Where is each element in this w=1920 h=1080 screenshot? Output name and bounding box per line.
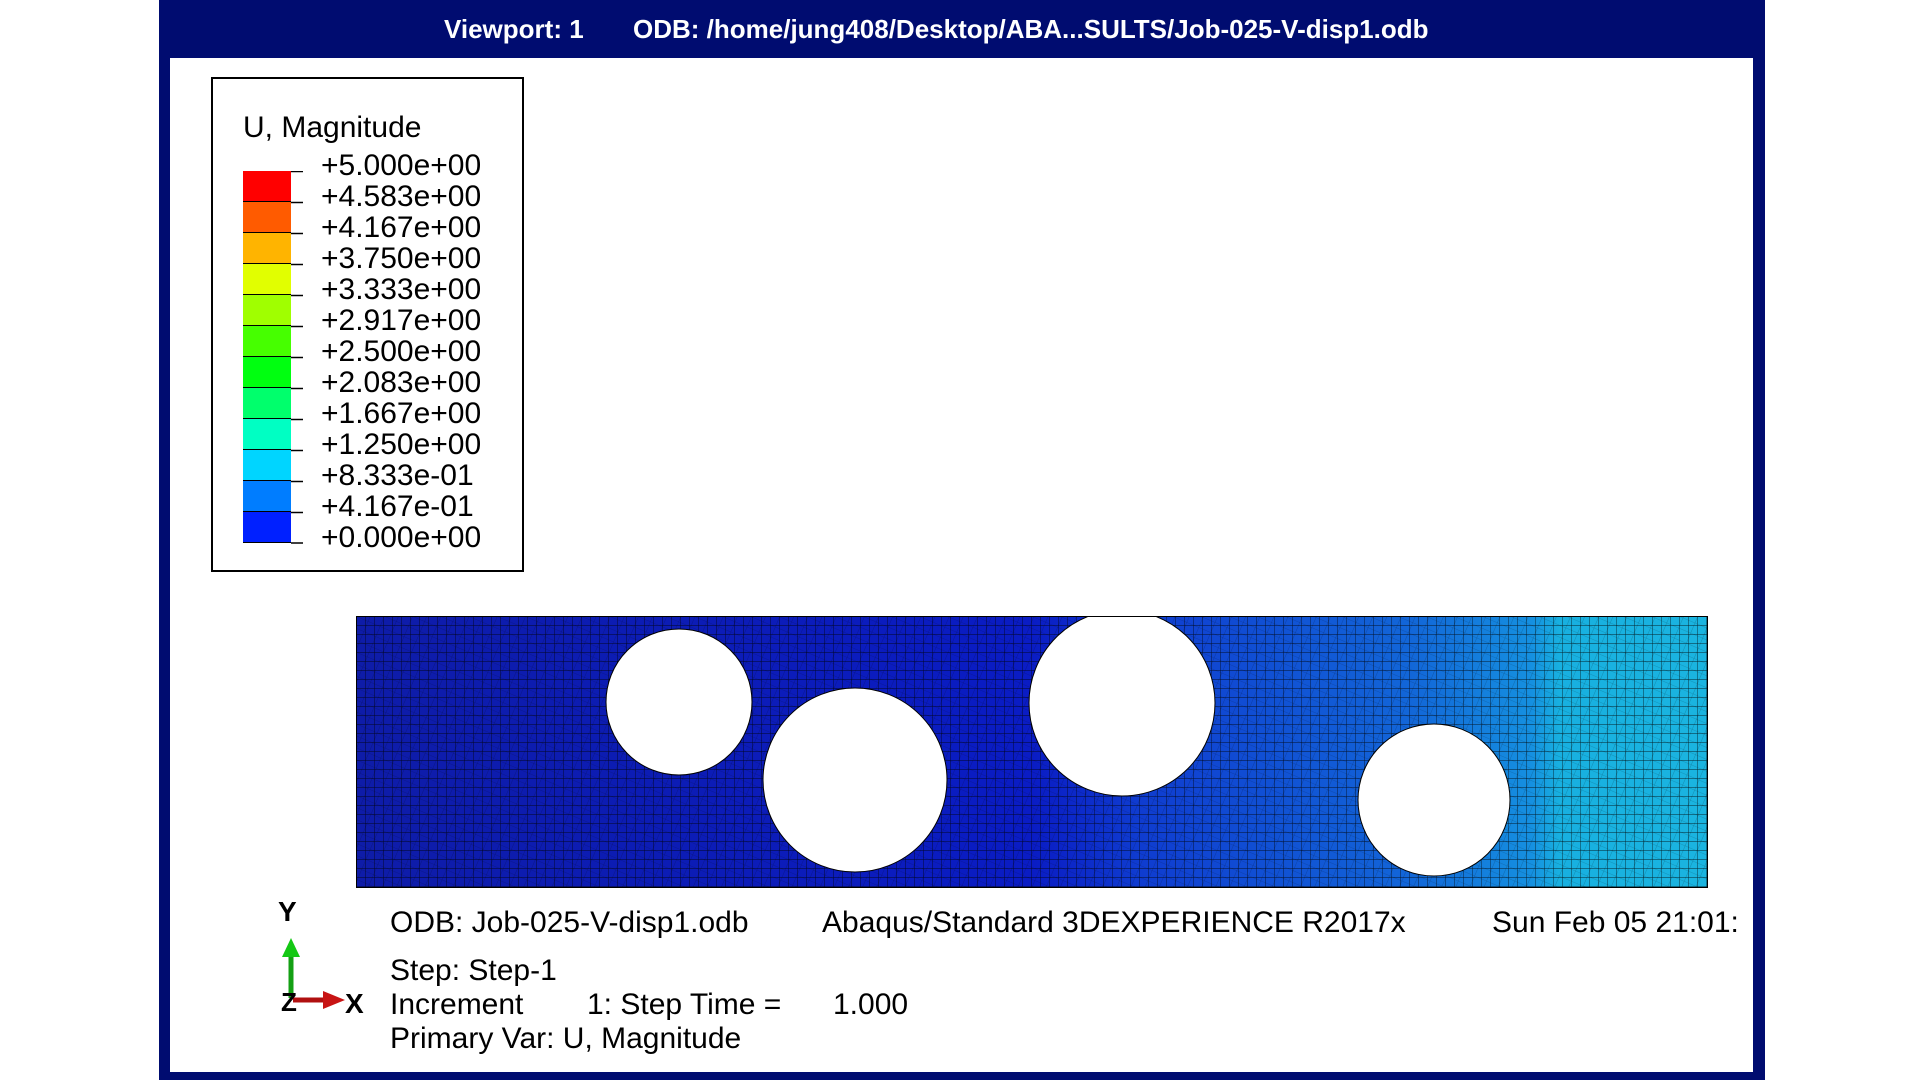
legend-swatch [243, 357, 291, 388]
legend-label: +2.917e+00 [321, 304, 482, 337]
viewport-canvas[interactable]: U, Magnitude +5.000e+00 +4.583e+00 +4.167e… [170, 58, 1753, 1072]
legend-swatch [243, 233, 291, 264]
viewport-titlebar[interactable]: Viewport: 1 ODB: /home/jung408/Desktop/A… [159, 0, 1765, 58]
legend-swatch [243, 295, 291, 326]
hole-2 [762, 687, 948, 873]
legend-label: +8.333e-01 [321, 459, 474, 492]
mesh-border [356, 616, 1708, 888]
legend-ticks [291, 171, 303, 544]
legend-label: +4.583e+00 [321, 180, 482, 213]
triad-y-label: Y [278, 896, 297, 927]
legend-swatch [243, 264, 291, 295]
info-date: Sun Feb 05 21:01: [1492, 906, 1739, 939]
hole-4 [1357, 723, 1511, 877]
mesh-plot[interactable] [356, 616, 1708, 888]
mesh-grid-secondary [356, 616, 1708, 888]
info-increment-label: Increment [390, 988, 524, 1021]
legend-label: +3.333e+00 [321, 273, 482, 306]
legend-label: +4.167e+00 [321, 211, 482, 244]
legend-label: +3.750e+00 [321, 242, 482, 275]
info-odb: ODB: Job-025-V-disp1.odb [390, 906, 749, 939]
legend-swatch [243, 450, 291, 481]
info-step-time: 1.000 [833, 988, 909, 1021]
triad-y-arrowhead [282, 938, 300, 957]
legend-label: +5.000e+00 [321, 149, 482, 182]
legend-labels: +5.000e+00 +4.583e+00 +4.167e+00 +3.750e+00… [321, 150, 481, 553]
info-solver: Abaqus/Standard 3DEXPERIENCE R2017x [822, 906, 1406, 939]
legend-swatch [243, 481, 291, 512]
contour-legend[interactable]: U, Magnitude +5.000e+00 +4.583e+00 +4.167e… [211, 77, 524, 572]
legend-swatch [243, 202, 291, 233]
legend-swatch [243, 419, 291, 450]
triad-x-label: X [345, 988, 364, 1019]
legend-color-bar [243, 171, 291, 543]
legend-swatch [243, 512, 291, 543]
info-increment-value: 1: Step Time = [587, 988, 782, 1021]
viewport-frame: Viewport: 1 ODB: /home/jung408/Desktop/A… [159, 0, 1765, 1080]
legend-label: +1.667e+00 [321, 397, 482, 430]
legend-label: +1.250e+00 [321, 428, 482, 461]
legend-swatch [243, 171, 291, 202]
legend-swatch [243, 326, 291, 357]
info-step: Step: Step-1 [390, 954, 557, 987]
legend-label: +2.083e+00 [321, 366, 482, 399]
odb-path-title: ODB: /home/jung408/Desktop/ABA...SULTS/J… [633, 14, 1429, 44]
legend-label: +2.500e+00 [321, 335, 482, 368]
triad-z-label: Z [281, 987, 297, 1017]
legend-label: +0.000e+00 [321, 521, 482, 554]
hole-1 [605, 628, 753, 776]
viewport-title: Viewport: 1 [444, 14, 584, 44]
triad-x-arrowhead [323, 991, 345, 1009]
axis-triad[interactable]: Y Z X [265, 880, 385, 1060]
info-primary-var: Primary Var: U, Magnitude [390, 1022, 742, 1055]
legend-label: +4.167e-01 [321, 490, 474, 523]
hole-3 [1028, 616, 1216, 797]
legend-title: U, Magnitude [243, 111, 422, 144]
legend-swatch [243, 388, 291, 419]
